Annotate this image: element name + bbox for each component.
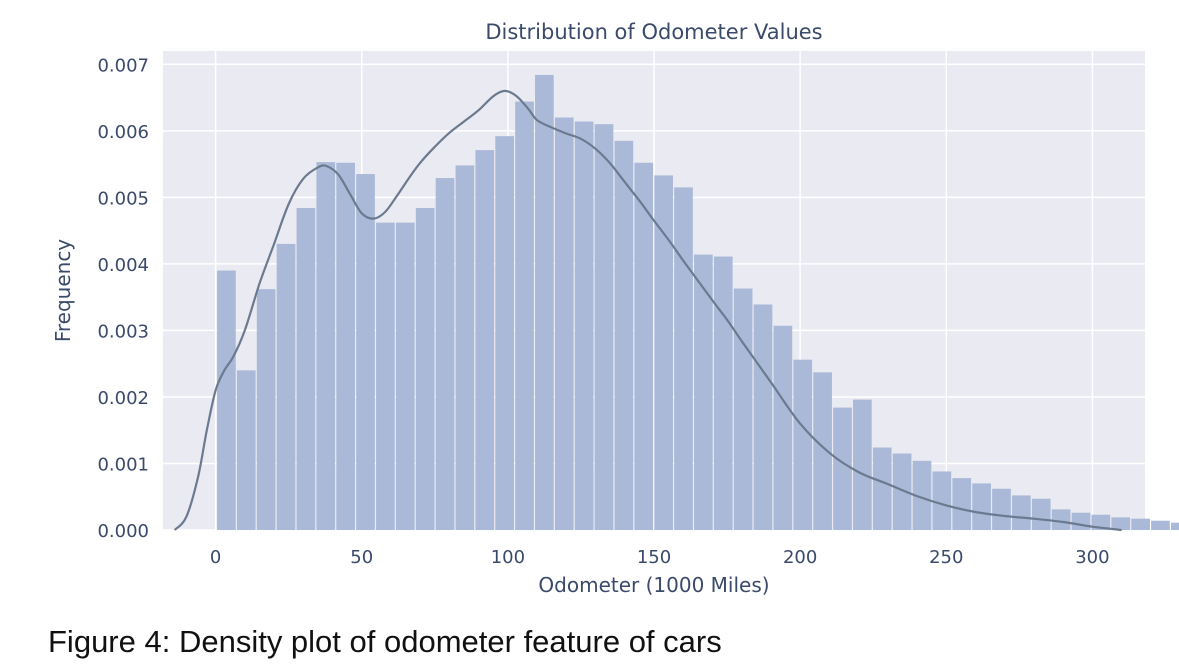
chart-title: Distribution of Odometer Values bbox=[485, 20, 822, 44]
histogram-bar bbox=[833, 407, 852, 530]
histogram-bar bbox=[892, 453, 912, 530]
y-tick-label: 0.002 bbox=[97, 388, 149, 409]
x-axis-label: Odometer (1000 Miles) bbox=[538, 573, 769, 597]
histogram-bar bbox=[634, 162, 654, 530]
x-tick-label: 100 bbox=[491, 547, 525, 568]
histogram-bar bbox=[554, 117, 574, 531]
histogram-bar bbox=[813, 372, 832, 530]
histogram-bar bbox=[694, 254, 713, 530]
y-tick-label: 0.005 bbox=[97, 188, 149, 209]
x-tick-label: 300 bbox=[1075, 547, 1109, 568]
histogram-bar bbox=[992, 488, 1011, 530]
histogram-bar bbox=[872, 447, 892, 530]
histogram-bar bbox=[316, 162, 336, 531]
x-tick-label: 0 bbox=[210, 547, 221, 568]
histogram-bar bbox=[217, 270, 236, 530]
histogram-bar bbox=[1151, 520, 1170, 530]
histogram-bar bbox=[753, 304, 773, 530]
histogram-bar bbox=[713, 256, 733, 530]
histogram-bar bbox=[1051, 509, 1071, 530]
histogram-bar bbox=[1012, 495, 1031, 530]
histogram-bars bbox=[217, 74, 1179, 531]
histogram-bar bbox=[276, 243, 296, 531]
histogram-bar bbox=[853, 399, 872, 530]
x-tick-label: 50 bbox=[350, 547, 373, 568]
y-tick-labels: 0.000 0.001 0.002 0.003 0.004 0.005 0.006 0.007 bbox=[97, 55, 149, 542]
histogram-bar bbox=[972, 483, 991, 530]
histogram-bar bbox=[515, 101, 534, 531]
y-tick-label: 0.006 bbox=[97, 122, 149, 143]
y-tick-label: 0.004 bbox=[97, 255, 149, 276]
histogram-bar bbox=[256, 289, 276, 530]
histogram-bar bbox=[435, 178, 455, 530]
x-tick-label: 250 bbox=[929, 547, 963, 568]
histogram-bar bbox=[495, 136, 514, 530]
histogram-bar bbox=[455, 165, 475, 530]
y-tick-label: 0.001 bbox=[97, 454, 149, 475]
histogram-bar bbox=[654, 175, 673, 530]
histogram-bar bbox=[376, 222, 395, 530]
histogram-bar bbox=[475, 150, 495, 530]
kde-curve bbox=[173, 89, 1122, 532]
histogram-bar bbox=[296, 208, 316, 530]
histogram-bar bbox=[415, 208, 435, 530]
histogram-bar bbox=[236, 370, 256, 530]
histogram-bar bbox=[674, 187, 693, 530]
x-tick-label: 150 bbox=[637, 547, 671, 568]
histogram-bar bbox=[793, 359, 813, 530]
histogram-bar bbox=[912, 460, 932, 530]
histogram-bar bbox=[336, 162, 355, 530]
y-tick-label: 0.003 bbox=[97, 321, 149, 342]
x-tick-labels: 0 50 100 150 200 250 300 bbox=[210, 547, 1110, 568]
histogram-bar bbox=[1171, 522, 1179, 530]
histogram-bar bbox=[1111, 517, 1131, 530]
y-tick-label: 0.007 bbox=[97, 55, 149, 76]
histogram-bar bbox=[574, 121, 594, 531]
y-axis-label: Frequency bbox=[51, 239, 75, 342]
histogram-bar bbox=[1131, 518, 1150, 530]
histogram-bar bbox=[395, 222, 415, 530]
histogram-bar bbox=[594, 124, 614, 531]
histogram-bar bbox=[733, 288, 753, 530]
figure-caption: Figure 4: Density plot of odometer featu… bbox=[48, 624, 722, 659]
histogram-bar bbox=[356, 174, 375, 530]
x-tick-label: 200 bbox=[783, 547, 817, 568]
histogram-bar bbox=[773, 325, 793, 530]
histogram-bar bbox=[614, 140, 634, 530]
histogram-bar bbox=[1031, 498, 1051, 530]
histogram-bar bbox=[1071, 512, 1091, 530]
histogram-bar bbox=[535, 74, 554, 530]
histogram-bar bbox=[932, 471, 952, 530]
histogram-bar bbox=[952, 478, 972, 530]
y-tick-label: 0.000 bbox=[97, 521, 149, 542]
